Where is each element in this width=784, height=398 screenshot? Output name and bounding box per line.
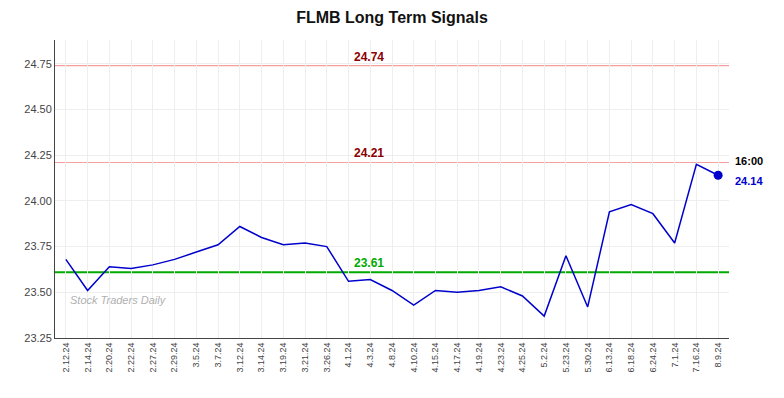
svg-text:4.8.24: 4.8.24 bbox=[387, 343, 397, 368]
svg-text:24.75: 24.75 bbox=[24, 58, 52, 70]
svg-text:4.10.24: 4.10.24 bbox=[409, 343, 419, 373]
svg-text:Stock Traders Daily: Stock Traders Daily bbox=[70, 294, 167, 306]
svg-text:5.2.24: 5.2.24 bbox=[539, 343, 549, 368]
svg-text:3.14.24: 3.14.24 bbox=[256, 343, 266, 373]
svg-text:7.16.24: 7.16.24 bbox=[691, 343, 701, 373]
svg-text:4.25.24: 4.25.24 bbox=[517, 343, 527, 373]
svg-text:24.74: 24.74 bbox=[354, 50, 384, 64]
svg-text:4.3.24: 4.3.24 bbox=[365, 343, 375, 368]
svg-text:4.15.24: 4.15.24 bbox=[430, 343, 440, 373]
svg-text:3.26.24: 3.26.24 bbox=[322, 343, 332, 373]
svg-text:4.1.24: 4.1.24 bbox=[343, 343, 353, 368]
svg-text:4.23.24: 4.23.24 bbox=[496, 343, 506, 373]
svg-text:24.00: 24.00 bbox=[24, 195, 52, 207]
svg-text:23.25: 23.25 bbox=[24, 332, 52, 344]
svg-text:24.21: 24.21 bbox=[354, 146, 384, 160]
svg-text:4.19.24: 4.19.24 bbox=[474, 343, 484, 373]
svg-text:3.5.24: 3.5.24 bbox=[191, 343, 201, 368]
svg-text:5.30.24: 5.30.24 bbox=[583, 343, 593, 373]
svg-text:24.14: 24.14 bbox=[735, 175, 763, 187]
svg-text:3.7.24: 3.7.24 bbox=[213, 343, 223, 368]
svg-text:6.13.24: 6.13.24 bbox=[604, 343, 614, 373]
svg-text:24.50: 24.50 bbox=[24, 103, 52, 115]
svg-text:3.19.24: 3.19.24 bbox=[278, 343, 288, 373]
svg-text:2.27.24: 2.27.24 bbox=[148, 343, 158, 373]
svg-text:3.12.24: 3.12.24 bbox=[235, 343, 245, 373]
svg-text:2.12.24: 2.12.24 bbox=[61, 343, 71, 373]
svg-text:7.1.24: 7.1.24 bbox=[670, 343, 680, 368]
svg-text:16:00: 16:00 bbox=[735, 155, 763, 167]
svg-text:5.23.24: 5.23.24 bbox=[561, 343, 571, 373]
svg-text:2.29.24: 2.29.24 bbox=[170, 343, 180, 373]
svg-text:2.20.24: 2.20.24 bbox=[104, 343, 114, 373]
svg-text:2.14.24: 2.14.24 bbox=[83, 343, 93, 373]
svg-text:23.50: 23.50 bbox=[24, 286, 52, 298]
svg-text:24.25: 24.25 bbox=[24, 149, 52, 161]
svg-text:6.24.24: 6.24.24 bbox=[648, 343, 658, 373]
svg-text:3.21.24: 3.21.24 bbox=[300, 343, 310, 373]
svg-text:8.9.24: 8.9.24 bbox=[713, 343, 723, 368]
svg-text:2.22.24: 2.22.24 bbox=[126, 343, 136, 373]
svg-text:6.18.24: 6.18.24 bbox=[626, 343, 636, 373]
svg-text:23.75: 23.75 bbox=[24, 240, 52, 252]
svg-text:4.17.24: 4.17.24 bbox=[452, 343, 462, 373]
svg-text:23.61: 23.61 bbox=[354, 256, 384, 270]
svg-text:FLMB Long Term Signals: FLMB Long Term Signals bbox=[296, 9, 488, 26]
